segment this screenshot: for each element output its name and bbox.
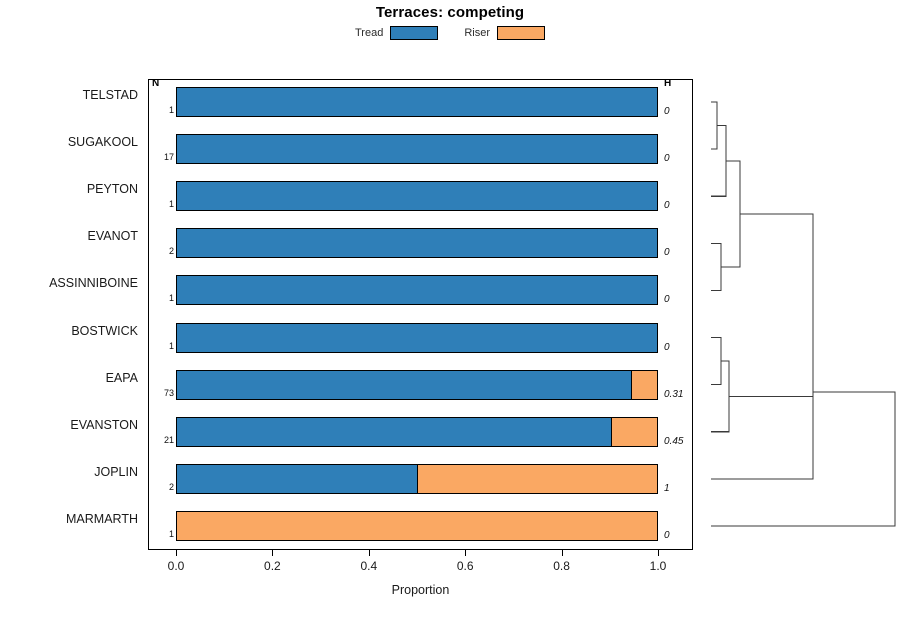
- bar-row: TELSTAD 1 0: [0, 85, 900, 119]
- x-axis-tick: [561, 550, 563, 556]
- dendrogram-branch: [711, 305, 814, 480]
- legend-item-riser: Riser: [464, 26, 545, 40]
- n-value: 1: [168, 340, 174, 351]
- y-axis-label: EVANSTON: [70, 417, 138, 432]
- n-value: 2: [168, 246, 174, 257]
- legend-swatch-riser: [497, 26, 545, 40]
- dendrogram: [700, 79, 900, 550]
- h-value: 0: [664, 200, 670, 212]
- dendrogram-svg: [711, 101, 896, 527]
- legend-label-riser: Riser: [464, 27, 490, 39]
- h-value: 0: [664, 294, 670, 306]
- legend: Tread Riser: [0, 26, 900, 40]
- y-axis-label: SUGAKOOL: [67, 135, 138, 150]
- x-axis-tick: [176, 550, 177, 556]
- h-value: 0: [664, 529, 670, 541]
- bar-segment-tread: [177, 417, 612, 446]
- y-axis-label: BOSTWICK: [71, 323, 138, 338]
- n-value: 1: [168, 199, 174, 210]
- y-axis-label: TELSTAD: [82, 88, 138, 102]
- n-value: 1: [168, 528, 174, 539]
- bar-row: PEYTON 1 0: [0, 179, 900, 213]
- column-header-h: H: [664, 78, 672, 89]
- y-axis-label: EAPA: [105, 370, 138, 385]
- chart-title: Terraces: competing: [375, 4, 525, 21]
- dendrogram-branch: [711, 125, 727, 197]
- n-value: 2: [168, 481, 174, 492]
- h-value: 0: [664, 153, 670, 165]
- bar-row: EVANOT 2 0: [0, 226, 900, 260]
- bar-segment-tread: [177, 464, 417, 493]
- bar-row: EAPA 73 0.31: [0, 368, 900, 402]
- y-axis-label: MARMARTH: [66, 511, 138, 526]
- h-value: 0: [664, 341, 670, 353]
- x-axis-tick-label: 1.0: [649, 559, 667, 573]
- y-axis-label: JOPLIN: [94, 464, 138, 479]
- y-axis-label: PEYTON: [86, 182, 138, 197]
- y-axis-label: EVANOT: [87, 229, 138, 244]
- bar-row: MARMARTH 1 0: [0, 509, 900, 543]
- stacked-bar: [176, 463, 658, 494]
- h-value: 0.45: [664, 435, 684, 447]
- stacked-bar: [176, 322, 658, 353]
- stacked-bar: [176, 181, 658, 212]
- column-header-n: N: [152, 78, 160, 89]
- bar-segment-tread: [177, 370, 631, 399]
- x-axis-tick: [465, 550, 467, 556]
- bar-row: SUGAKOOL 17 0: [0, 132, 900, 166]
- bar-segment-tread: [177, 88, 657, 116]
- x-axis-tick-label: 0.4: [360, 559, 378, 573]
- h-value: 0: [664, 106, 670, 117]
- x-axis: 0.0 0.2 0.4 0.6 0.8 1.0: [148, 550, 693, 573]
- bar-segment-tread: [177, 229, 657, 258]
- x-axis-tick-label: 0.6: [456, 559, 474, 573]
- x-axis-tick-label: 0.8: [553, 559, 570, 573]
- x-axis-tick-label: 0.0: [167, 559, 185, 573]
- y-axis-label: ASSINNIBOINE: [49, 276, 138, 291]
- bar-row: BOSTWICK 1 0: [0, 321, 900, 355]
- stacked-bar: [176, 134, 658, 165]
- n-value: 1: [168, 105, 174, 115]
- x-axis-tick: [272, 550, 274, 556]
- stacked-bar: [176, 87, 658, 117]
- bar-segment-riser: [177, 511, 657, 540]
- stacked-bar: [176, 369, 658, 400]
- x-axis-tick: [658, 550, 659, 556]
- bar-segment-riser: [630, 370, 657, 399]
- bar-segment-tread: [177, 135, 657, 164]
- bar-segment-tread: [177, 182, 657, 211]
- n-value: 21: [163, 434, 174, 445]
- h-value: 1: [664, 482, 670, 494]
- dendrogram-branch: [721, 160, 741, 268]
- dendrogram-branch: [711, 242, 722, 291]
- stacked-bar: [176, 416, 658, 447]
- h-value: 0: [664, 247, 670, 259]
- bar-row: JOPLIN 2 1: [0, 462, 900, 496]
- stacked-bar: [176, 228, 658, 259]
- bar-row: EVANSTON 21 0.45: [0, 415, 900, 449]
- h-value: 0.31: [664, 388, 684, 400]
- dendrogram-branch: [711, 101, 718, 150]
- dendrogram-branch: [711, 391, 896, 527]
- stacked-bar: [176, 510, 658, 541]
- dendrogram-branch: [711, 336, 722, 386]
- n-value: 17: [163, 152, 174, 163]
- dendrogram-branch: [729, 213, 814, 397]
- bar-segment-tread: [177, 323, 657, 352]
- legend-item-tread: Tread: [355, 26, 439, 40]
- bar-segment-riser: [417, 464, 657, 493]
- legend-swatch-tread: [390, 26, 439, 40]
- stacked-bar: [176, 275, 658, 306]
- bar-row: ASSINNIBOINE 1 0: [0, 273, 900, 307]
- n-value: 1: [168, 293, 174, 304]
- x-axis-title: Proportion: [391, 583, 450, 597]
- bar-segment-riser: [611, 417, 657, 446]
- legend-label-tread: Tread: [355, 27, 384, 39]
- dendrogram-branch: [711, 360, 730, 433]
- x-axis-tick: [368, 550, 370, 556]
- n-value: 73: [163, 387, 174, 398]
- x-axis-tick-label: 0.2: [264, 559, 281, 573]
- bar-segment-tread: [177, 276, 657, 305]
